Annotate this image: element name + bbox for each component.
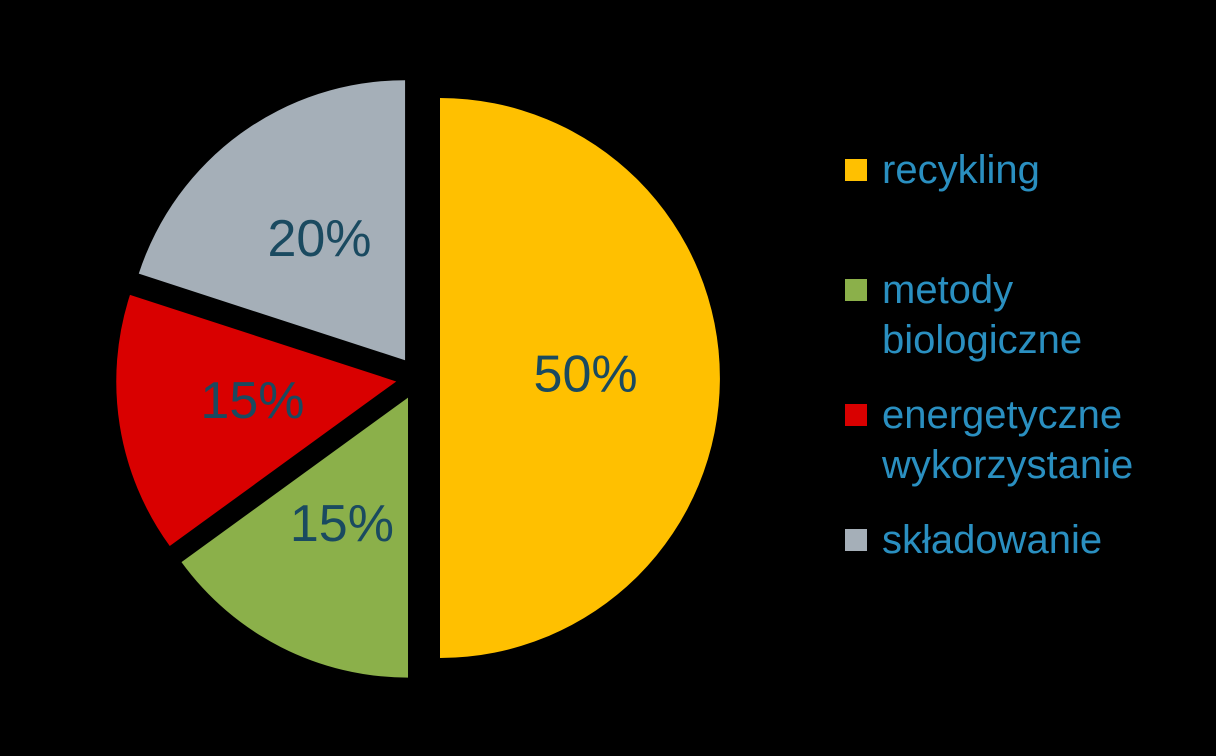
pie-slice <box>116 294 397 547</box>
legend-swatch <box>845 279 867 301</box>
legend-item: składowanie <box>845 515 1205 565</box>
data-label: 50% <box>534 346 638 404</box>
pie-slice <box>440 98 720 658</box>
pie-slice <box>138 80 406 361</box>
data-label: 15% <box>200 372 304 430</box>
legend-swatch <box>845 159 867 181</box>
legend-item: metody biologiczne <box>845 265 1205 365</box>
legend-swatch <box>845 529 867 551</box>
data-label: 20% <box>267 210 371 268</box>
legend-item: recykling <box>845 145 1205 195</box>
legend-label: składowanie <box>882 518 1103 562</box>
legend-swatch <box>845 404 867 426</box>
legend-label: energetyczne wykorzystanie <box>882 393 1134 487</box>
legend-item: energetyczne wykorzystanie <box>845 390 1205 490</box>
legend-label: metody biologiczne <box>882 268 1083 362</box>
legend-label: recykling <box>882 148 1040 192</box>
data-label: 15% <box>290 495 394 553</box>
pie-slice <box>181 397 409 678</box>
